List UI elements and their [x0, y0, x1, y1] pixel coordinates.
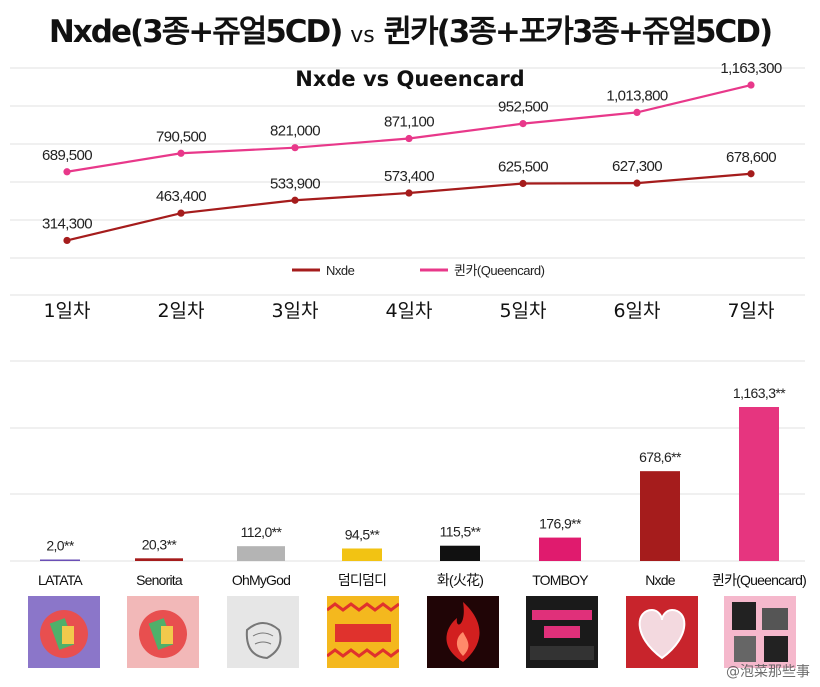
data-label: 1,013,800 — [606, 87, 668, 104]
legend-label: 퀸카(Queencard) — [454, 263, 545, 278]
data-label: 1,163,300 — [720, 60, 782, 77]
watermark: @泡菜那些事 — [726, 664, 810, 680]
i-feel-cover — [724, 596, 796, 668]
data-point — [291, 144, 299, 152]
i-burn-cover — [427, 596, 499, 668]
data-label: 533,900 — [270, 175, 320, 192]
data-label: 952,500 — [498, 99, 548, 116]
data-point — [405, 189, 413, 197]
x-tick-label: 5일차 — [499, 300, 546, 322]
category-label: 덤디덤디 — [338, 572, 386, 588]
data-point — [633, 108, 641, 116]
title-vs: vs — [350, 23, 375, 48]
bar — [640, 471, 680, 561]
bar-value-label: 1,163,3** — [733, 385, 786, 401]
x-tick-label: 4일차 — [385, 300, 432, 322]
bar — [135, 558, 183, 561]
i-love-cover — [626, 596, 698, 668]
bar — [440, 545, 480, 561]
x-tick-label: 1일차 — [43, 300, 90, 322]
dumdi-cover — [327, 596, 399, 668]
senorita-cover — [127, 596, 199, 668]
bar-value-label: 678,6** — [639, 449, 682, 465]
bar-value-label: 2,0** — [46, 538, 75, 554]
data-label: 678,600 — [726, 149, 776, 166]
category-label: Senorita — [136, 572, 183, 588]
bar — [40, 559, 80, 561]
category-label: TOMBOY — [532, 572, 589, 588]
chart-title: Nxde vs Queencard — [295, 67, 524, 91]
bar-value-label: 94,5** — [345, 526, 381, 542]
data-label: 314,300 — [42, 215, 92, 232]
legend-label: Nxde — [326, 263, 355, 278]
category-label: 퀸카(Queencard) — [712, 572, 806, 588]
data-label: 463,400 — [156, 188, 206, 205]
x-tick-label: 6일차 — [613, 300, 660, 322]
x-tick-label: 3일차 — [271, 300, 318, 322]
data-label: 689,500 — [42, 147, 92, 164]
data-label: 790,500 — [156, 128, 206, 145]
data-label: 821,000 — [270, 123, 320, 140]
data-point — [177, 149, 185, 157]
data-point — [63, 168, 71, 176]
data-point — [633, 179, 641, 187]
bar-value-label: 112,0** — [241, 524, 283, 540]
title-left: Nxde(3종+쥬얼5CD) — [48, 14, 344, 50]
data-label: 573,400 — [384, 168, 434, 185]
data-point — [519, 179, 527, 188]
data-label: 871,100 — [384, 114, 434, 131]
bar-value-label: 176,9** — [539, 516, 582, 532]
i-trust-cover — [227, 596, 299, 668]
category-label: LATATA — [38, 572, 83, 588]
data-point — [177, 209, 185, 217]
bar — [739, 407, 779, 561]
data-point — [519, 120, 527, 128]
data-point — [747, 81, 755, 89]
latata-cover — [28, 596, 100, 668]
bar — [342, 548, 382, 561]
data-point — [747, 170, 755, 178]
data-point — [291, 196, 299, 204]
x-tick-label: 2일차 — [157, 300, 204, 322]
main-title: Nxde(3종+쥬얼5CD) vs 퀸카(3종+포카3종+쥬얼5CD) — [0, 6, 820, 51]
data-point — [63, 236, 71, 245]
x-tick-label: 7일차 — [727, 300, 774, 322]
data-point — [405, 134, 413, 143]
bar — [237, 546, 285, 561]
data-label: 625,500 — [498, 158, 548, 175]
bar-value-label: 20,3** — [142, 536, 178, 552]
i-never-die-cover — [526, 596, 598, 668]
data-label: 627,300 — [612, 158, 662, 175]
category-label: 화(火花) — [437, 572, 483, 588]
line-chart: Nxde vs Queencard 314,300 463,400 533,900 57… — [10, 60, 805, 322]
category-label: Nxde — [645, 572, 675, 588]
bar-value-label: 115,5** — [440, 524, 482, 540]
title-right: 퀸카(3종+포카3종+쥬얼5CD) — [383, 14, 774, 50]
category-label: OhMyGod — [232, 572, 290, 588]
bar — [539, 537, 581, 561]
